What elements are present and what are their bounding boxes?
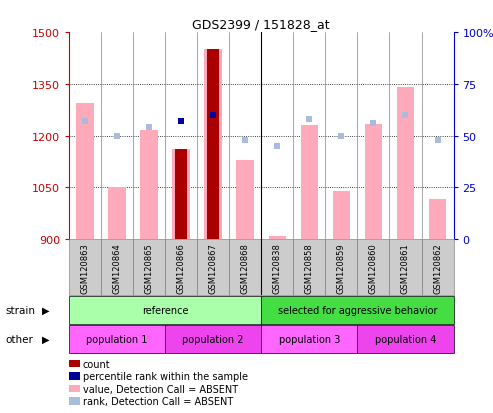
Text: population 2: population 2 — [182, 334, 244, 344]
Bar — [261, 325, 357, 353]
Bar — [165, 240, 197, 295]
Text: value, Detection Call = ABSENT: value, Detection Call = ABSENT — [83, 384, 238, 394]
Text: GSM120864: GSM120864 — [112, 242, 122, 293]
Bar — [397, 88, 414, 240]
Title: GDS2399 / 151828_at: GDS2399 / 151828_at — [192, 17, 330, 31]
Text: other: other — [5, 334, 33, 344]
Text: population 4: population 4 — [375, 334, 436, 344]
Text: GSM120863: GSM120863 — [80, 242, 90, 293]
Text: GSM120859: GSM120859 — [337, 242, 346, 293]
Text: GSM120865: GSM120865 — [144, 242, 154, 293]
Text: GSM120858: GSM120858 — [305, 242, 314, 293]
Bar — [269, 236, 286, 240]
Text: rank, Detection Call = ABSENT: rank, Detection Call = ABSENT — [83, 396, 233, 406]
Bar — [69, 296, 261, 324]
Bar — [261, 296, 454, 324]
Bar — [108, 188, 126, 240]
Text: GSM120860: GSM120860 — [369, 242, 378, 293]
Bar — [69, 240, 101, 295]
Text: GSM120838: GSM120838 — [273, 242, 282, 293]
Text: GSM120861: GSM120861 — [401, 242, 410, 293]
Bar — [357, 240, 389, 295]
Bar — [176, 150, 187, 240]
Bar — [197, 240, 229, 295]
Text: population 1: population 1 — [86, 334, 148, 344]
Text: ▶: ▶ — [42, 305, 49, 315]
Bar — [133, 240, 165, 295]
Bar — [173, 150, 190, 240]
Bar — [101, 240, 133, 295]
Bar — [141, 131, 158, 240]
Bar — [333, 191, 350, 240]
Text: reference: reference — [142, 305, 188, 315]
Text: ▶: ▶ — [42, 334, 49, 344]
Bar — [261, 240, 293, 295]
Text: GSM120868: GSM120868 — [241, 242, 250, 293]
Bar — [69, 325, 165, 353]
Bar — [422, 240, 454, 295]
Bar — [293, 240, 325, 295]
Text: strain: strain — [5, 305, 35, 315]
Text: GSM120862: GSM120862 — [433, 242, 442, 293]
Bar — [229, 240, 261, 295]
Text: count: count — [83, 359, 110, 369]
Bar — [165, 325, 261, 353]
Bar — [357, 325, 454, 353]
Bar — [205, 50, 222, 240]
Bar — [301, 126, 318, 240]
Bar — [237, 160, 254, 240]
Bar — [325, 240, 357, 295]
Bar — [208, 50, 219, 240]
Bar — [389, 240, 422, 295]
Bar — [365, 124, 382, 240]
Bar — [429, 200, 446, 240]
Text: percentile rank within the sample: percentile rank within the sample — [83, 371, 248, 381]
Text: selected for aggressive behavior: selected for aggressive behavior — [278, 305, 437, 315]
Text: population 3: population 3 — [279, 334, 340, 344]
Text: GSM120866: GSM120866 — [176, 242, 186, 293]
Bar — [76, 104, 94, 240]
Text: GSM120867: GSM120867 — [209, 242, 218, 293]
